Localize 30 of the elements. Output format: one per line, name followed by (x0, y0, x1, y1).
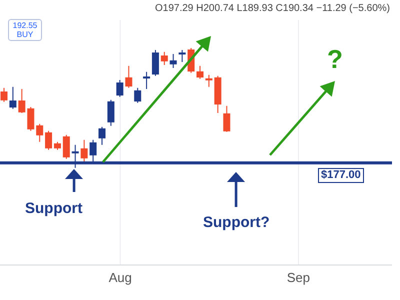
candlestick (223, 105, 230, 132)
text: 192.55 (12, 21, 38, 30)
candlestick (178, 49, 186, 62)
text: $177.00 (318, 168, 364, 183)
candlestick (134, 87, 142, 104)
text: BUY (16, 30, 34, 39)
text: O197.29 H200.74 L189.93 C190.34 −11.29 (−5.60%) (155, 3, 390, 14)
candlestick (170, 53, 177, 68)
text: Sep (286, 270, 312, 285)
candlestick (107, 99, 114, 126)
candlestick (143, 71, 150, 90)
candlestick (36, 123, 44, 142)
candlestick (9, 86, 16, 110)
candlestick (0, 87, 8, 102)
candlestick (152, 49, 159, 76)
text: Aug (108, 270, 133, 285)
text: ? (327, 44, 343, 75)
candlestick (160, 51, 168, 66)
candlestick (80, 139, 88, 162)
candlestick (45, 130, 52, 150)
candlestick (98, 126, 106, 146)
candlestick (196, 65, 204, 80)
candlestick (214, 75, 222, 114)
text: Support (25, 200, 82, 217)
candlestick (54, 141, 61, 150)
candlestick (62, 134, 70, 160)
text: Support? (203, 214, 270, 231)
candlestick (125, 65, 132, 88)
candlestick (116, 79, 124, 98)
candlestick (205, 74, 212, 88)
